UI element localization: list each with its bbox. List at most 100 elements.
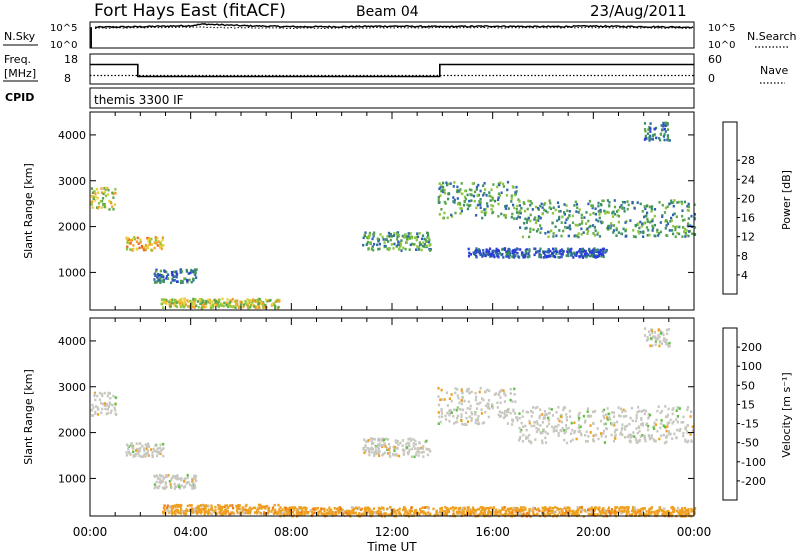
echo-cell xyxy=(398,246,401,249)
echo-cell xyxy=(304,509,307,512)
echo-cell xyxy=(327,512,330,515)
echo-cell xyxy=(464,422,467,426)
echo-cell xyxy=(481,216,484,220)
echo-cell xyxy=(159,481,162,485)
echo-cell xyxy=(592,252,595,255)
echo-cell xyxy=(203,512,206,516)
colorbar-tick-label: 4 xyxy=(741,269,748,282)
echo-cell xyxy=(661,203,664,207)
echo-cell xyxy=(590,510,593,514)
echo-cell xyxy=(693,203,696,206)
echo-cell xyxy=(271,506,275,510)
echo-cell xyxy=(482,251,485,255)
echo-cell xyxy=(594,256,597,259)
echo-cell xyxy=(377,240,380,243)
echo-cell xyxy=(487,506,490,510)
echo-cell xyxy=(540,227,543,230)
echo-cell xyxy=(170,508,173,512)
echo-cell xyxy=(689,433,692,436)
echo-cell xyxy=(580,227,583,231)
echo-cell xyxy=(460,389,463,392)
echo-cell xyxy=(538,255,541,258)
echo-cell xyxy=(592,232,595,235)
echo-cell xyxy=(657,509,660,512)
echo-cell xyxy=(425,244,428,248)
echo-cell xyxy=(181,304,184,307)
echo-cell xyxy=(569,432,573,435)
echo-cell xyxy=(497,255,500,259)
echo-cell xyxy=(562,229,565,233)
echo-cell xyxy=(653,127,656,131)
echo-cell xyxy=(660,409,663,413)
echo-cell xyxy=(626,207,629,211)
echo-cell xyxy=(371,448,374,451)
echo-cell xyxy=(651,219,654,223)
echo-cell xyxy=(607,224,610,228)
echo-cell xyxy=(596,427,599,430)
echo-cell xyxy=(684,231,687,235)
echo-cell xyxy=(370,509,373,513)
echo-cell xyxy=(229,512,232,516)
echo-cell xyxy=(463,513,466,517)
echo-cell xyxy=(537,215,540,218)
echo-cell xyxy=(616,214,619,217)
echo-cell xyxy=(648,233,651,237)
echo-cell xyxy=(240,508,243,512)
echo-cell xyxy=(483,511,486,514)
echo-cell xyxy=(416,235,420,239)
echo-cell xyxy=(320,512,323,515)
echo-cell xyxy=(204,302,207,305)
echo-cell xyxy=(616,420,619,424)
echo-cell xyxy=(666,222,670,226)
echo-cell xyxy=(103,402,106,405)
echo-cell xyxy=(648,508,651,512)
echo-cell xyxy=(663,441,666,445)
echo-cell xyxy=(590,506,593,509)
echo-cell xyxy=(593,234,597,237)
echo-cell xyxy=(367,506,370,509)
echo-cell xyxy=(261,301,264,305)
echo-cell xyxy=(660,434,663,438)
echo-cell xyxy=(486,202,489,205)
echo-cell xyxy=(558,419,561,423)
echo-cell xyxy=(165,485,168,489)
echo-cell xyxy=(610,222,613,225)
echo-cell xyxy=(521,440,525,443)
echo-cell xyxy=(326,508,329,512)
echo-cell xyxy=(645,409,648,413)
echo-cell xyxy=(456,420,459,424)
echo-cell xyxy=(97,205,100,209)
echo-cell xyxy=(223,301,226,305)
echo-cell xyxy=(456,414,459,418)
echo-cell xyxy=(236,505,239,509)
echo-cell xyxy=(675,409,678,412)
echo-cell xyxy=(537,217,540,220)
echo-cell xyxy=(181,510,184,513)
echo-cell xyxy=(162,447,165,450)
echo-cell xyxy=(581,256,585,259)
echo-cell xyxy=(533,424,536,428)
echo-cell xyxy=(296,508,299,512)
echo-cell xyxy=(175,275,178,279)
echo-cell xyxy=(571,510,574,514)
echo-cell xyxy=(256,511,259,515)
echo-cell xyxy=(176,505,179,508)
echo-cell xyxy=(584,419,587,422)
echo-cell xyxy=(466,207,469,211)
echo-cell xyxy=(510,200,513,203)
echo-cell xyxy=(635,414,638,417)
echo-cell xyxy=(364,510,368,513)
echo-cell xyxy=(427,233,430,237)
echo-cell xyxy=(539,204,542,208)
echo-cell xyxy=(686,512,689,516)
echo-cell xyxy=(242,305,245,309)
noise-right-tick-high: 10^5 xyxy=(708,23,735,34)
echo-cell xyxy=(410,509,414,513)
echo-cell xyxy=(563,429,566,432)
velocity-y-label: Slant Range [km] xyxy=(22,369,35,465)
echo-cell xyxy=(538,414,542,418)
echo-cell xyxy=(540,202,543,206)
echo-cell xyxy=(512,249,515,252)
echo-cell xyxy=(597,204,600,208)
